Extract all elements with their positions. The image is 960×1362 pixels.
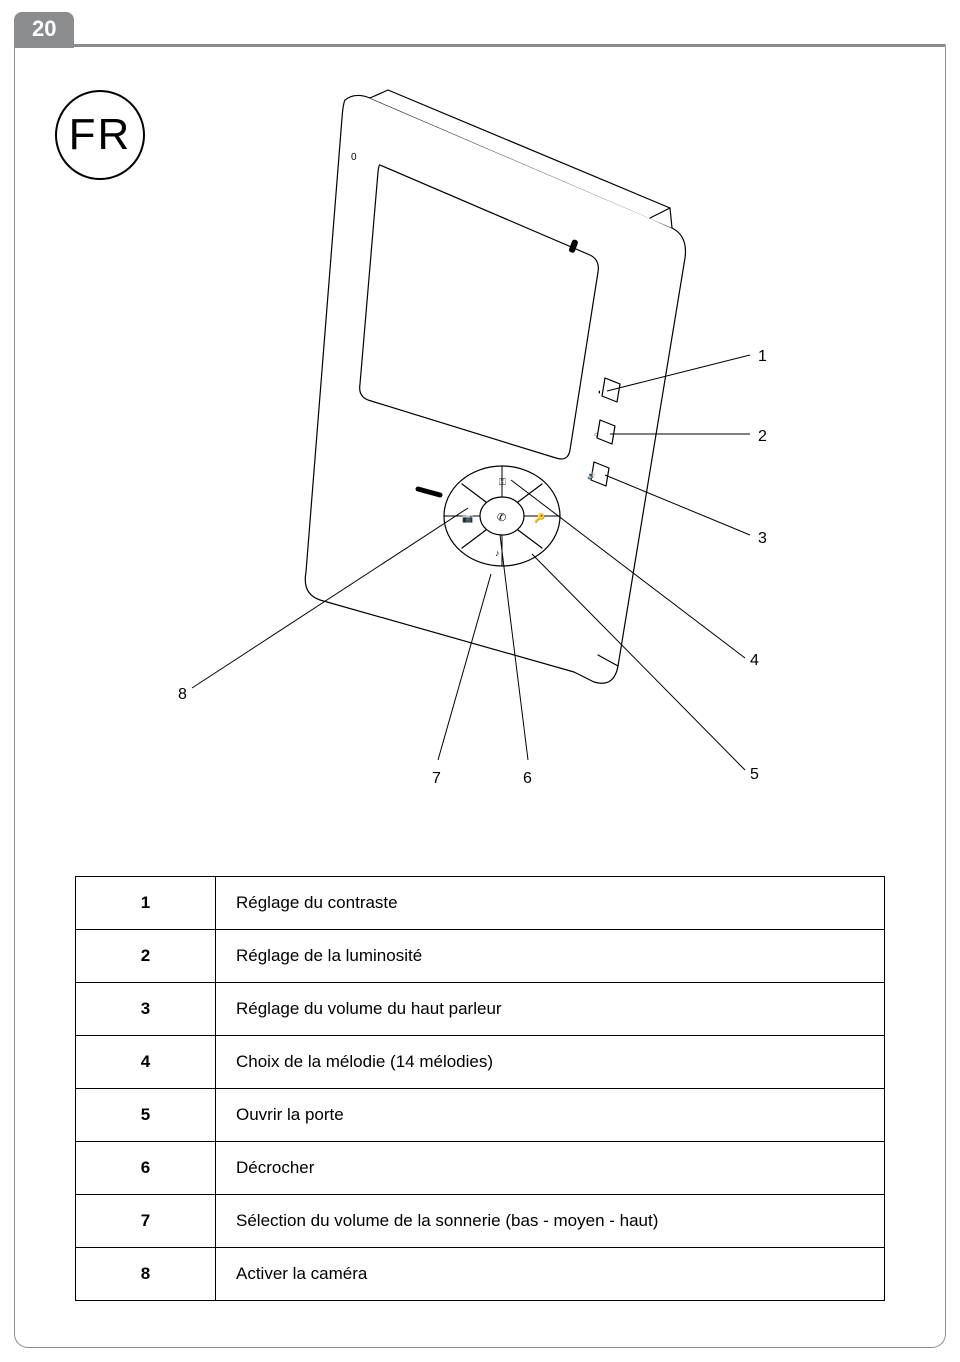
device-svg: 0 ✆ ⚿ 🔑 📷 ♪ ◐ ☼ <box>90 80 870 820</box>
legend-number: 3 <box>76 983 216 1036</box>
svg-text:◐: ◐ <box>598 389 602 396</box>
legend-number: 4 <box>76 1036 216 1089</box>
callout-6: 6 <box>523 770 532 788</box>
table-row: 2Réglage de la luminosité <box>76 930 885 983</box>
legend-table: 1Réglage du contraste2Réglage de la lumi… <box>75 876 885 1301</box>
legend-text: Activer la caméra <box>216 1248 885 1301</box>
svg-text:♪: ♪ <box>495 548 500 558</box>
callout-1: 1 <box>758 348 767 366</box>
callout-8: 8 <box>178 686 187 704</box>
table-row: 3Réglage du volume du haut parleur <box>76 983 885 1036</box>
svg-text:🔑: 🔑 <box>534 512 545 524</box>
legend-number: 8 <box>76 1248 216 1301</box>
legend-number: 7 <box>76 1195 216 1248</box>
callout-4: 4 <box>750 652 759 670</box>
table-row: 1Réglage du contraste <box>76 877 885 930</box>
callout-5: 5 <box>750 766 759 784</box>
legend-text: Sélection du volume de la sonnerie (bas … <box>216 1195 885 1248</box>
legend-text: Réglage du contraste <box>216 877 885 930</box>
table-row: 7Sélection du volume de la sonnerie (bas… <box>76 1195 885 1248</box>
legend-number: 2 <box>76 930 216 983</box>
legend-number: 6 <box>76 1142 216 1195</box>
legend-number: 5 <box>76 1089 216 1142</box>
legend-text: Réglage du volume du haut parleur <box>216 983 885 1036</box>
svg-text:🔊: 🔊 <box>587 471 596 480</box>
svg-text:⚿: ⚿ <box>499 477 506 487</box>
svg-text:☼: ☼ <box>593 431 599 438</box>
callout-2: 2 <box>758 428 767 446</box>
legend-text: Décrocher <box>216 1142 885 1195</box>
legend-text: Choix de la mélodie (14 mélodies) <box>216 1036 885 1089</box>
callout-3: 3 <box>758 530 767 548</box>
table-row: 6Décrocher <box>76 1142 885 1195</box>
legend-text: Ouvrir la porte <box>216 1089 885 1142</box>
device-diagram: 0 ✆ ⚿ 🔑 📷 ♪ ◐ ☼ <box>90 80 870 820</box>
svg-text:0: 0 <box>351 152 357 163</box>
svg-text:📷: 📷 <box>462 513 473 523</box>
table-row: 8Activer la caméra <box>76 1248 885 1301</box>
page-number-tab: 20 <box>14 12 74 48</box>
callout-7: 7 <box>432 770 441 788</box>
svg-text:✆: ✆ <box>497 512 506 524</box>
legend-number: 1 <box>76 877 216 930</box>
legend-text: Réglage de la luminosité <box>216 930 885 983</box>
table-row: 5Ouvrir la porte <box>76 1089 885 1142</box>
table-row: 4Choix de la mélodie (14 mélodies) <box>76 1036 885 1089</box>
